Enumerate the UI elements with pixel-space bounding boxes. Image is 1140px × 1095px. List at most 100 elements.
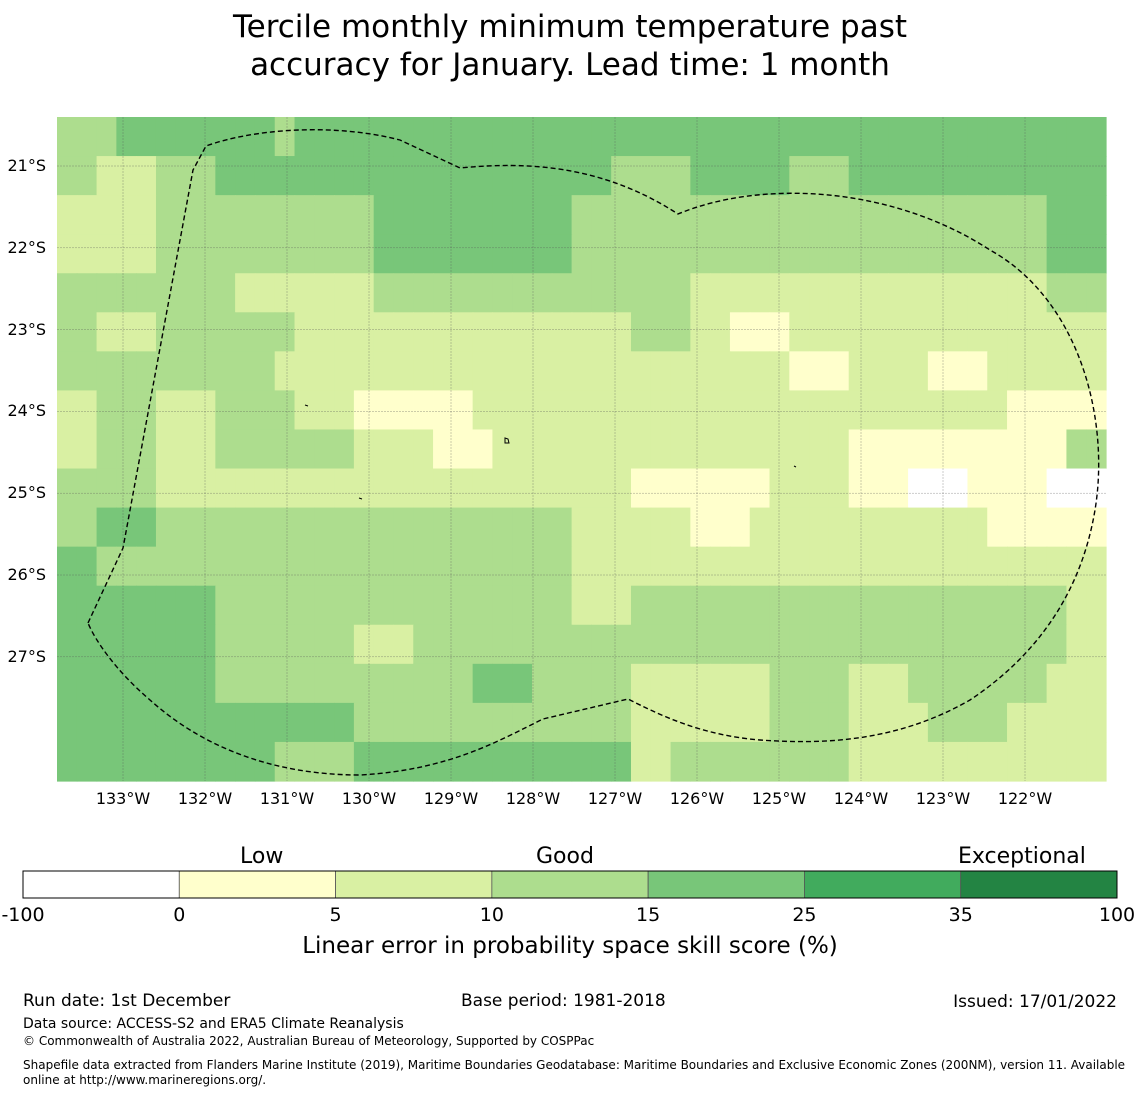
grid-cell: [551, 312, 573, 352]
grid-cell: [76, 234, 98, 274]
grid-cell: [1026, 741, 1048, 782]
grid-cell: [452, 195, 474, 235]
grid-cell: [373, 312, 395, 352]
grid-cell: [571, 624, 592, 665]
grid-cell: [314, 312, 335, 352]
grid-cell: [96, 117, 117, 157]
grid-cell: [334, 195, 355, 235]
grid-cell: [729, 468, 751, 509]
grid-cell: [868, 351, 889, 392]
grid-cell: [1007, 624, 1028, 665]
grid-cell: [1007, 585, 1028, 626]
grid-cell: [927, 156, 949, 196]
grid-cell: [235, 117, 256, 157]
grid-cell: [591, 468, 612, 509]
grid-cell: [512, 273, 533, 313]
colorbar-title: Linear error in probability space skill …: [302, 933, 838, 959]
grid-cell: [314, 117, 335, 157]
shapefile-credit-1: Shapefile data extracted from Flanders M…: [23, 1058, 1126, 1072]
grid-cell: [749, 702, 771, 743]
grid-cell: [729, 117, 751, 157]
grid-cell: [116, 546, 137, 587]
grid-cell: [472, 546, 494, 587]
grid-cell: [195, 546, 216, 587]
grid-cell: [512, 312, 533, 352]
grid-cell: [353, 117, 375, 157]
grid-cell: [630, 585, 652, 626]
grid-cell: [294, 117, 315, 157]
grid-cell: [908, 624, 929, 665]
grid-cell: [235, 702, 256, 743]
grid-cell: [76, 663, 98, 704]
colorbar-tick-label: 100: [1098, 904, 1136, 926]
grid-cell: [274, 234, 296, 274]
grid-cell: [551, 624, 573, 665]
grid-cell: [571, 156, 592, 196]
grid-cell: [789, 117, 810, 157]
grid-cell: [452, 546, 474, 587]
grid-cell: [195, 117, 216, 157]
grid-cell: [215, 273, 236, 313]
grid-cell: [413, 195, 434, 235]
grid-cell: [927, 585, 949, 626]
grid-cell: [294, 507, 315, 548]
grid-cell: [413, 468, 434, 509]
grid-cell: [433, 117, 454, 157]
grid-cell: [630, 468, 652, 509]
grid-cell: [670, 741, 691, 782]
grid-cell: [373, 156, 395, 196]
grid-cell: [57, 156, 78, 196]
grid-cell: [1007, 156, 1028, 196]
grid-cell: [769, 741, 790, 782]
grid-cell: [1046, 624, 1068, 665]
grid-cell: [76, 390, 98, 431]
grid-cell: [96, 507, 117, 548]
grid-cell: [828, 351, 850, 392]
grid-cell: [809, 507, 830, 548]
grid-cell: [136, 585, 157, 626]
grid-cell: [868, 663, 889, 704]
longitude-label: 130°W: [341, 789, 397, 808]
grid-cell: [254, 546, 276, 587]
grid-cell: [769, 507, 790, 548]
grid-cell: [927, 195, 949, 235]
grid-cell: [1066, 741, 1087, 782]
grid-cell: [215, 702, 236, 743]
grid-cell: [195, 468, 216, 509]
grid-cell: [472, 741, 494, 782]
grid-cell: [571, 195, 592, 235]
grid-cell: [274, 429, 296, 470]
grid-cell: [57, 390, 78, 431]
grid-cell: [749, 273, 771, 313]
grid-cell: [947, 195, 969, 235]
grid-cell: [1007, 429, 1028, 470]
grid-cell: [175, 195, 197, 235]
grid-cell: [512, 546, 533, 587]
grid-cell: [136, 624, 157, 665]
grid-cell: [591, 117, 612, 157]
grid-cell: [136, 195, 157, 235]
grid-cell: [947, 351, 969, 392]
grid-cell: [551, 585, 573, 626]
grid-cell: [175, 234, 197, 274]
grid-cell: [591, 429, 612, 470]
grid-cell: [76, 507, 98, 548]
grid-cell: [413, 624, 434, 665]
grid-cell: [294, 312, 315, 352]
grid-cell: [373, 234, 395, 274]
grid-cell: [136, 663, 157, 704]
grid-cell: [927, 702, 949, 743]
grid-cell: [314, 429, 335, 470]
grid-cell: [571, 507, 592, 548]
grid-cell: [769, 585, 790, 626]
copyright: © Commonwealth of Australia 2022, Austra…: [23, 1034, 595, 1048]
grid-cell: [274, 312, 296, 352]
grid-cell: [452, 702, 474, 743]
grid-cell: [1086, 351, 1107, 392]
grid-cell: [690, 273, 711, 313]
grid-cell: [650, 663, 672, 704]
grid-cell: [532, 546, 553, 587]
grid-cell: [809, 351, 830, 392]
grid-cell: [235, 429, 256, 470]
grid-cell: [235, 585, 256, 626]
